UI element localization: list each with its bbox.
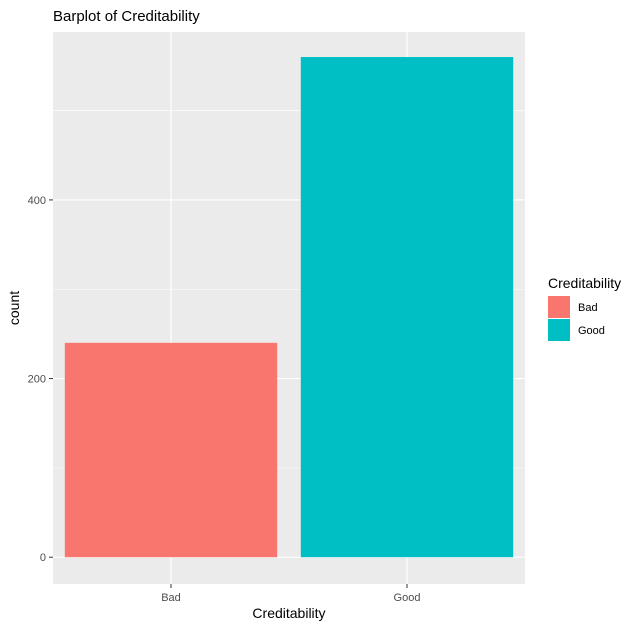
y-tick-label: 200 bbox=[28, 374, 46, 386]
chart-title: Barplot of Creditability bbox=[53, 8, 200, 25]
legend: Creditability Bad Good bbox=[548, 275, 621, 341]
x-tick-label: Bad bbox=[161, 592, 181, 604]
bars bbox=[64, 57, 514, 558]
y-tick-label: 400 bbox=[28, 195, 46, 207]
x-axis-title: Creditability bbox=[252, 605, 325, 621]
legend-items: Bad Good bbox=[548, 296, 605, 341]
legend-label-good: Good bbox=[578, 325, 605, 337]
x-axis: Bad Good bbox=[161, 584, 420, 604]
legend-label-bad: Bad bbox=[578, 302, 598, 314]
bar-bad bbox=[64, 342, 278, 558]
y-axis-title: count bbox=[6, 291, 22, 325]
legend-title: Creditability bbox=[548, 275, 621, 291]
bar-good bbox=[300, 57, 514, 558]
y-tick-label: 0 bbox=[40, 552, 46, 564]
x-tick-label: Good bbox=[394, 592, 421, 604]
y-axis: 0 200 400 bbox=[28, 195, 53, 564]
legend-key-bad bbox=[548, 296, 570, 318]
legend-key-good bbox=[548, 319, 570, 341]
